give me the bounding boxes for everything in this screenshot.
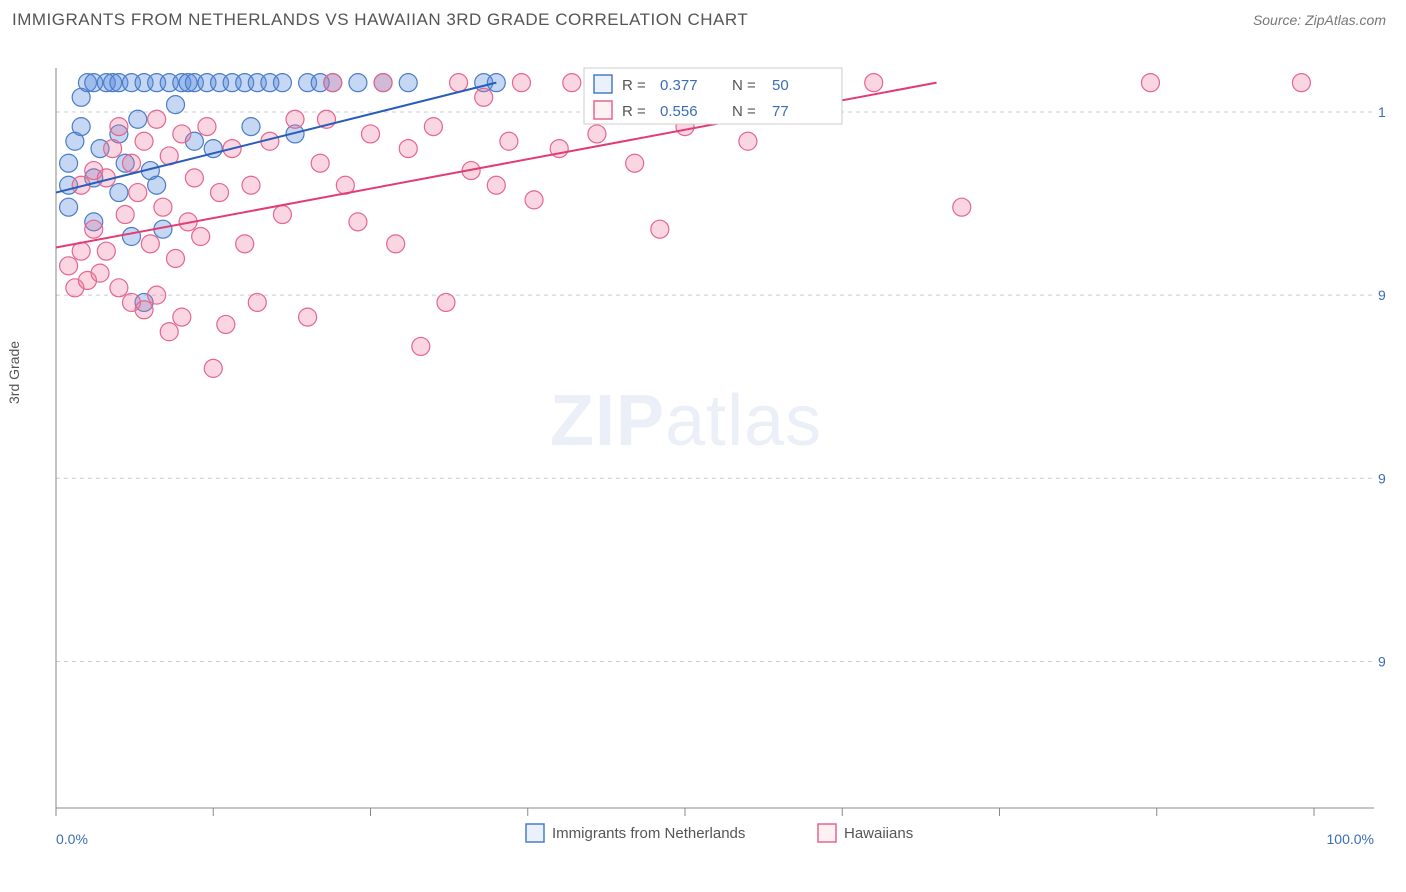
data-point <box>387 235 405 253</box>
data-point <box>122 154 140 172</box>
data-point <box>198 118 216 136</box>
data-point <box>1141 74 1159 92</box>
data-point <box>412 337 430 355</box>
data-point <box>242 118 260 136</box>
data-point <box>563 74 581 92</box>
data-point <box>437 293 455 311</box>
data-point <box>110 118 128 136</box>
stat-label: R = <box>622 103 646 120</box>
data-point <box>148 286 166 304</box>
stat-r-value: 0.556 <box>660 103 698 120</box>
data-point <box>154 198 172 216</box>
data-point <box>167 249 185 267</box>
data-point <box>135 132 153 150</box>
data-point <box>865 74 883 92</box>
data-point <box>739 132 757 150</box>
data-point <box>242 176 260 194</box>
data-point <box>173 308 191 326</box>
data-point <box>236 235 254 253</box>
data-point <box>97 242 115 260</box>
stat-label: N = <box>732 103 756 120</box>
data-point <box>349 74 367 92</box>
data-point <box>60 257 78 275</box>
data-point <box>248 293 266 311</box>
data-point <box>475 88 493 106</box>
data-point <box>104 140 122 158</box>
data-point <box>135 301 153 319</box>
stat-n-value: 77 <box>772 103 789 120</box>
stat-label: N = <box>732 77 756 94</box>
y-tick-label: 100.0% <box>1378 104 1386 120</box>
data-point <box>72 118 90 136</box>
data-point <box>525 191 543 209</box>
data-point <box>626 154 644 172</box>
data-point <box>204 359 222 377</box>
data-point <box>487 176 505 194</box>
data-point <box>374 74 392 92</box>
data-point <box>273 206 291 224</box>
legend-swatch <box>526 824 544 842</box>
legend-swatch <box>594 101 612 119</box>
data-point <box>311 154 329 172</box>
data-point <box>500 132 518 150</box>
scatter-chart: 92.5%95.0%97.5%100.0%0.0%100.0%R =0.377N… <box>46 50 1386 830</box>
y-axis-label: 3rd Grade <box>6 341 22 404</box>
data-point <box>217 315 235 333</box>
data-point <box>299 308 317 326</box>
data-point <box>85 220 103 238</box>
data-point <box>424 118 442 136</box>
data-point <box>60 154 78 172</box>
data-point <box>211 184 229 202</box>
data-point <box>349 213 367 231</box>
legend-swatch <box>818 824 836 842</box>
data-point <box>399 140 417 158</box>
stat-r-value: 0.377 <box>660 77 698 94</box>
data-point <box>110 184 128 202</box>
x-tick-label: 100.0% <box>1327 831 1374 847</box>
data-point <box>160 323 178 341</box>
data-point <box>324 74 342 92</box>
data-point <box>116 206 134 224</box>
data-point <box>148 110 166 128</box>
data-point <box>122 228 140 246</box>
data-point <box>399 74 417 92</box>
data-point <box>91 264 109 282</box>
y-tick-label: 95.0% <box>1378 470 1386 486</box>
data-point <box>450 74 468 92</box>
x-tick-label: 0.0% <box>56 831 88 847</box>
data-point <box>192 228 210 246</box>
legend-swatch <box>594 75 612 93</box>
data-point <box>362 125 380 143</box>
data-point <box>588 125 606 143</box>
y-tick-label: 97.5% <box>1378 287 1386 303</box>
data-point <box>129 110 147 128</box>
data-point <box>60 198 78 216</box>
stat-n-value: 50 <box>772 77 789 94</box>
y-tick-label: 92.5% <box>1378 653 1386 669</box>
data-point <box>148 176 166 194</box>
data-point <box>141 235 159 253</box>
data-point <box>273 74 291 92</box>
chart-title: IMMIGRANTS FROM NETHERLANDS VS HAWAIIAN … <box>12 10 748 30</box>
data-point <box>173 125 191 143</box>
stat-label: R = <box>622 77 646 94</box>
data-point <box>651 220 669 238</box>
data-point <box>110 279 128 297</box>
data-point <box>953 198 971 216</box>
data-point <box>185 169 203 187</box>
data-point <box>1292 74 1310 92</box>
data-point <box>286 110 304 128</box>
source-attribution: Source: ZipAtlas.com <box>1253 12 1386 28</box>
data-point <box>129 184 147 202</box>
data-point <box>167 96 185 114</box>
data-point <box>512 74 530 92</box>
legend-label: Immigrants from Netherlands <box>552 825 745 842</box>
legend-label: Hawaiians <box>844 825 913 842</box>
